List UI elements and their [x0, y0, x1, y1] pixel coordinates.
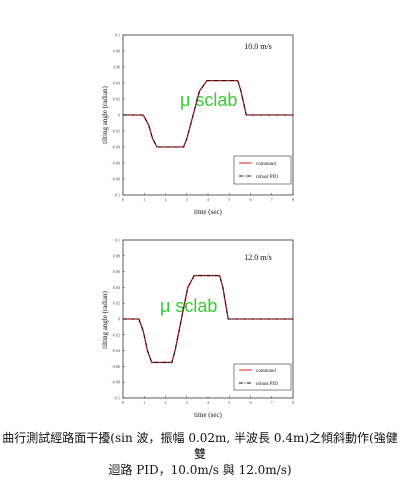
- y-tick-labels: 0.1 0.08 0.06 0.04 0.02 0 -0.02 -0.04 -0.06 -0.08…: [112, 33, 125, 198]
- y-tick-label: 0.06: [113, 269, 120, 274]
- legend-box: [233, 155, 292, 185]
- y-tick-label: 0.08: [113, 49, 120, 54]
- x-axis-label: time (sec): [194, 411, 222, 419]
- series-line-robust-pid: [123, 274, 293, 364]
- x-tick-labels: 0 1 2 3 4 5 6 7 8: [122, 396, 294, 405]
- x-tick-label: 7: [271, 197, 273, 202]
- caption-line-2: 迴路 PID，10.0m/s 與 12.0m/s): [108, 463, 292, 477]
- y-tick-label: -0.02: [112, 129, 120, 134]
- x-tick-label: 1: [143, 197, 145, 202]
- x-tick-labels: 0 1 2 3 4 5 6 7 8: [122, 193, 294, 202]
- y-tick-label: -0.06: [112, 161, 120, 166]
- x-tick-label: 4: [207, 197, 209, 202]
- legend-box: [233, 363, 292, 391]
- y-tick-label: -0.1: [114, 396, 120, 401]
- x-tick-label: 6: [250, 400, 252, 405]
- x-tick-label: 0: [122, 197, 124, 202]
- speed-annotation: 12.0 m/s: [244, 253, 272, 262]
- y-axis-label: tilting angle (radian): [101, 86, 109, 144]
- x-tick-label: 8: [292, 400, 294, 405]
- y-tick-label: 0.02: [113, 301, 120, 306]
- x-tick-label: 7: [271, 400, 273, 405]
- legend: command robust PID: [233, 363, 292, 391]
- caption-line-1: 曲行測試經路面干擾(sin 波，振幅 0.02m, 半波長 0.4m)之傾斜動作…: [2, 431, 398, 461]
- y-tick-label: -0.04: [112, 348, 120, 353]
- series-lines: [123, 274, 293, 364]
- x-tick-label: 8: [292, 197, 294, 202]
- legend-label-command: command: [256, 369, 276, 374]
- y-tick-labels: 0.1 0.08 0.06 0.04 0.02 0 -0.02 -0.04 -0.06 -0.08…: [112, 238, 125, 401]
- series-line-robust-pid: [123, 80, 293, 148]
- y-tick-label: 0.08: [113, 253, 120, 258]
- watermark: μ sclab: [160, 296, 217, 316]
- y-tick-label: -0.06: [112, 364, 120, 369]
- y-tick-label: -0.08: [112, 177, 120, 182]
- legend-label-robust-pid: robust PID: [256, 382, 278, 387]
- watermark: μ sclab: [180, 90, 237, 110]
- y-tick-label: -0.04: [112, 145, 120, 150]
- x-tick-label: 0: [122, 400, 124, 405]
- y-tick-label: 0.04: [113, 285, 120, 290]
- chart-10ms: 0.1 0.08 0.06 0.04 0.02 0 -0.02 -0.04 -0.06 -0.08…: [101, 33, 294, 217]
- legend-label-robust-pid: robust PID: [256, 175, 278, 180]
- y-axis-label: tilting angle (radian): [101, 291, 109, 349]
- x-tick-label: 1: [143, 400, 145, 405]
- x-tick-label: 2: [165, 197, 167, 202]
- x-tick-label: 3: [186, 400, 188, 405]
- y-tick-label: -0.1: [114, 193, 120, 198]
- x-tick-label: 3: [186, 197, 188, 202]
- y-tick-label: 0: [118, 113, 120, 118]
- x-tick-label: 5: [228, 197, 230, 202]
- x-tick-label: 4: [207, 400, 209, 405]
- y-tick-label: 0.04: [113, 81, 120, 86]
- y-tick-label: -0.02: [112, 332, 120, 337]
- legend-label-command: command: [256, 162, 276, 167]
- y-tick-label: 0.06: [113, 65, 120, 70]
- x-tick-label: 6: [250, 197, 252, 202]
- y-tick-label: 0.1: [115, 33, 120, 38]
- y-tick-label: 0.1: [115, 238, 120, 243]
- chart-12ms: 0.1 0.08 0.06 0.04 0.02 0 -0.02 -0.04 -0.06 -0.08…: [101, 238, 294, 420]
- x-tick-label: 2: [165, 400, 167, 405]
- y-tick-label: 0: [118, 317, 120, 322]
- y-tick-label: -0.08: [112, 380, 120, 385]
- x-axis-label: time (sec): [194, 208, 222, 216]
- speed-annotation: 10.0 m/s: [244, 42, 272, 51]
- x-tick-label: 5: [228, 400, 230, 405]
- legend: command robust PID: [233, 155, 292, 185]
- y-tick-label: 0.02: [113, 97, 120, 102]
- figure-caption: 曲行測試經路面干擾(sin 波，振幅 0.02m, 半波長 0.4m)之傾斜動作…: [0, 430, 400, 478]
- series-lines: [123, 79, 293, 148]
